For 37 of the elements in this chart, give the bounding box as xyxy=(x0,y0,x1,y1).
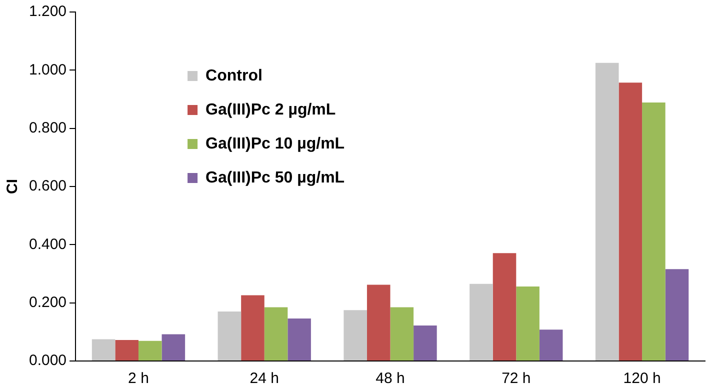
legend-label: Ga(III)Pc 10 µg/mL xyxy=(206,135,345,152)
bar xyxy=(92,339,116,360)
legend-label: Control xyxy=(206,67,262,84)
legend-label: Ga(III)Pc 2 µg/mL xyxy=(206,101,336,118)
x-tick-label: 72 h xyxy=(502,370,531,388)
y-tick-label: 1.000 xyxy=(28,61,67,78)
bar xyxy=(539,330,563,360)
bar xyxy=(665,269,689,360)
bar xyxy=(115,340,138,360)
bar xyxy=(642,102,666,360)
bar xyxy=(595,62,619,360)
bar xyxy=(162,334,186,360)
y-tick-label: 0.000 xyxy=(28,352,67,370)
bar xyxy=(344,310,367,360)
x-tick-label: 24 h xyxy=(250,370,279,388)
bar xyxy=(390,307,414,360)
bar xyxy=(241,295,264,360)
bar xyxy=(366,284,390,360)
bar xyxy=(138,340,162,360)
legend-label: Ga(III)Pc 50 µg/mL xyxy=(206,169,345,186)
y-axis-title: CI xyxy=(4,179,22,194)
x-tick-label: 48 h xyxy=(376,370,405,388)
x-tick-label: 120 h xyxy=(623,370,661,388)
y-tick-label: 0.600 xyxy=(28,178,67,195)
bar xyxy=(516,286,540,360)
y-tick-label: 0.200 xyxy=(28,294,67,311)
bar xyxy=(492,253,516,360)
x-tick-label: 2 h xyxy=(128,370,149,388)
y-tick-label: 0.400 xyxy=(28,236,67,253)
bar xyxy=(218,312,242,360)
bar xyxy=(470,284,493,360)
y-tick-label: 0.800 xyxy=(28,119,67,136)
y-tick-label: 1.200 xyxy=(28,3,67,20)
bar xyxy=(288,318,311,360)
bar xyxy=(618,82,642,360)
bar xyxy=(414,326,437,360)
bar xyxy=(264,307,288,360)
